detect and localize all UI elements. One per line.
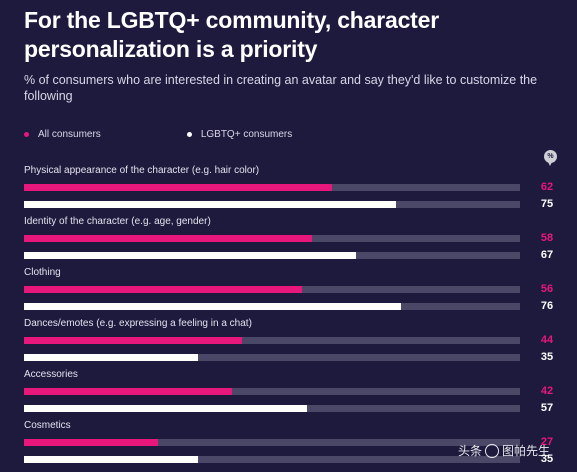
bar-all xyxy=(24,286,302,293)
bar-lgbt xyxy=(24,201,396,208)
bar-track-all xyxy=(24,439,520,446)
legend: All consumers LGBTQ+ consumers xyxy=(24,129,378,140)
chart-row: Cosmetics 27 35 xyxy=(0,420,577,466)
bar-all xyxy=(24,235,312,242)
bar-track-all xyxy=(24,184,520,191)
bar-all xyxy=(24,439,158,446)
bar-track-all xyxy=(24,286,520,293)
bar-lgbt xyxy=(24,456,198,463)
category-label: Identity of the character (e.g. age, gen… xyxy=(24,216,211,227)
category-label: Clothing xyxy=(24,267,61,278)
bar-lgbt xyxy=(24,252,357,259)
chart-row: Physical appearance of the character (e.… xyxy=(0,165,577,211)
watermark: 头条 图帕先生 xyxy=(458,442,550,459)
bar-track-lgbt xyxy=(24,201,520,208)
chart-title: For the LGBTQ+ community, character pers… xyxy=(24,7,439,62)
watermark-text-right: 图帕先生 xyxy=(502,444,551,458)
bar-all xyxy=(24,184,332,191)
bar-track-all xyxy=(24,388,520,395)
value-label-lgbt: 35 xyxy=(540,453,554,465)
chart-row: Accessories 42 57 xyxy=(0,369,577,415)
value-label-all: 44 xyxy=(540,334,554,346)
bar-all xyxy=(24,337,243,344)
value-label-lgbt: 67 xyxy=(540,249,554,261)
legend-item-all: All consumers xyxy=(24,129,101,140)
value-label-all: 58 xyxy=(540,232,554,244)
percent-badge-icon: % xyxy=(544,150,557,166)
value-label-lgbt: 76 xyxy=(540,300,554,312)
legend-label-all: All consumers xyxy=(38,129,101,140)
value-label-all: 56 xyxy=(540,283,554,295)
chart-row: Clothing 56 76 xyxy=(0,267,577,313)
category-label: Accessories xyxy=(24,369,78,380)
bar-lgbt xyxy=(24,303,401,310)
watermark-logo-icon xyxy=(485,443,500,458)
value-label-lgbt: 57 xyxy=(540,402,554,414)
legend-item-lgbt: LGBTQ+ consumers xyxy=(186,129,293,140)
legend-label-lgbt: LGBTQ+ consumers xyxy=(200,129,293,140)
bar-lgbt xyxy=(24,354,198,361)
chart-row: Dances/emotes (e.g. expressing a feeling… xyxy=(0,318,577,364)
bar-track-all xyxy=(24,235,520,242)
legend-dot-lgbt xyxy=(186,132,192,137)
value-label-all: 62 xyxy=(540,181,554,193)
bar-lgbt xyxy=(24,405,307,412)
chart-subtitle: % of consumers who are interested in cre… xyxy=(24,73,538,103)
bar-track-lgbt xyxy=(24,405,520,412)
category-label: Dances/emotes (e.g. expressing a feeling… xyxy=(24,318,252,329)
bar-track-lgbt xyxy=(24,354,520,361)
bar-track-lgbt xyxy=(24,252,520,259)
chart-row: Identity of the character (e.g. age, gen… xyxy=(0,216,577,262)
bar-track-lgbt xyxy=(24,456,520,463)
value-label-all: 42 xyxy=(540,385,554,397)
bar-all xyxy=(24,388,233,395)
bar-track-all xyxy=(24,337,520,344)
value-label-lgbt: 35 xyxy=(540,351,554,363)
category-label: Physical appearance of the character (e.… xyxy=(24,165,260,176)
category-label: Cosmetics xyxy=(24,420,71,431)
legend-dot-all xyxy=(24,132,29,137)
watermark-text-left: 头条 xyxy=(458,444,483,458)
bar-track-lgbt xyxy=(24,303,520,310)
value-label-lgbt: 75 xyxy=(540,198,554,210)
value-label-all: 27 xyxy=(540,436,554,448)
